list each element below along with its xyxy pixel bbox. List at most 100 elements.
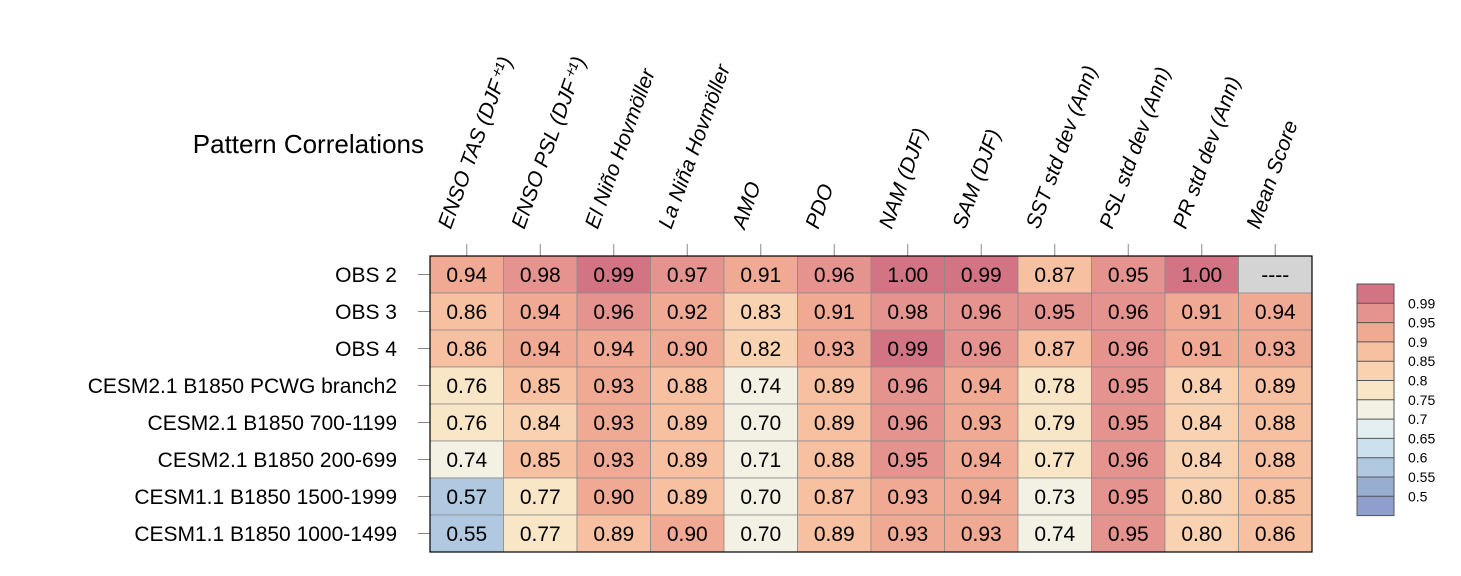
heatmap-cell bbox=[1164, 403, 1239, 442]
cell-value: 0.74 bbox=[446, 449, 487, 472]
column-labels: ENSO TAS (DJF⁺¹)ENSO PSL (DJF⁺¹)El Niño … bbox=[434, 54, 1303, 256]
cell-value: 0.89 bbox=[814, 375, 855, 398]
colorbar-swatch bbox=[1357, 399, 1394, 420]
cell-value: 0.86 bbox=[446, 338, 487, 361]
heatmap-cell bbox=[429, 292, 504, 331]
cell-value: 0.88 bbox=[667, 375, 708, 398]
heatmap-border bbox=[429, 255, 1313, 553]
heatmap-cell bbox=[1091, 366, 1166, 405]
cell-value: ---- bbox=[1261, 264, 1289, 287]
cell-value: 0.74 bbox=[740, 375, 781, 398]
heatmap-cell bbox=[1091, 329, 1166, 368]
colorbar-label: 0.85 bbox=[1408, 353, 1435, 369]
heatmap-cell bbox=[503, 477, 578, 516]
cell-value: 0.94 bbox=[520, 338, 561, 361]
colorbar-swatch bbox=[1357, 303, 1394, 323]
cell-value: 0.89 bbox=[1255, 375, 1296, 398]
colorbar-swatch bbox=[1357, 457, 1394, 477]
cell-value: 0.91 bbox=[1181, 338, 1222, 361]
cell-value: 0.74 bbox=[1034, 523, 1075, 546]
colorbar-swatch bbox=[1357, 419, 1394, 439]
heatmap-cell bbox=[429, 440, 504, 479]
cell-value: 0.89 bbox=[814, 523, 855, 546]
colorbar-swatch bbox=[1357, 380, 1394, 400]
cell-value: 0.73 bbox=[1034, 486, 1075, 509]
heatmap-cell bbox=[797, 292, 872, 331]
colorbar: 0.99 0.95 0.9 0.85 0.8 0.75 0.7 0.65 0.6 0.55 0.5 bbox=[1356, 283, 1435, 517]
cell-value: 0.91 bbox=[740, 264, 781, 287]
heatmap-cell bbox=[576, 440, 651, 479]
column-label: PSL std dev (Ann) bbox=[1095, 64, 1175, 232]
cell-value: 0.92 bbox=[667, 301, 708, 324]
heatmap-cell bbox=[797, 366, 872, 405]
cell-value: 0.99 bbox=[593, 264, 634, 287]
row-label: OBS 2 bbox=[335, 264, 397, 287]
heatmap-cell bbox=[1164, 440, 1239, 479]
cell-value: 0.96 bbox=[1108, 338, 1149, 361]
heatmap-cell bbox=[797, 329, 872, 368]
heatmap-cell bbox=[503, 403, 578, 442]
column-label: El Niño Hovmöller bbox=[581, 65, 660, 232]
cell-value: 0.93 bbox=[887, 523, 928, 546]
cell-value: 0.85 bbox=[520, 375, 561, 398]
column-label: Mean Score bbox=[1242, 117, 1302, 231]
cell-value: 0.94 bbox=[961, 486, 1002, 509]
heatmap-cell bbox=[1017, 477, 1092, 516]
heatmap-cell bbox=[944, 255, 1019, 294]
cell-value: 0.88 bbox=[814, 449, 855, 472]
cell-value: 0.94 bbox=[961, 449, 1002, 472]
cell-value: 0.89 bbox=[814, 412, 855, 435]
heatmap-cell bbox=[870, 440, 945, 479]
colorbar-swatch bbox=[1357, 361, 1394, 381]
heatmap-cell bbox=[1091, 403, 1166, 442]
colorbar-label: 0.55 bbox=[1408, 469, 1435, 485]
cell-value: 0.70 bbox=[740, 486, 781, 509]
row-label: CESM1.1 B1850 1500-1999 bbox=[134, 486, 397, 509]
heatmap-cell bbox=[576, 255, 651, 294]
heatmap-cell bbox=[576, 366, 651, 405]
row-label: CESM1.1 B1850 1000-1499 bbox=[134, 523, 397, 546]
cell-value: 0.93 bbox=[814, 338, 855, 361]
cell-value: 0.95 bbox=[1108, 375, 1149, 398]
heatmap-cell bbox=[650, 440, 725, 479]
cell-value: 0.82 bbox=[740, 338, 781, 361]
colorbar-label: 0.95 bbox=[1408, 315, 1435, 331]
heatmap-cell bbox=[503, 292, 578, 331]
heatmap-cells: 0.94 0.98 0.99 0.97 0.91 0.96 1.00 0.99 0.87 0.95… bbox=[429, 255, 1313, 553]
cell-value: 0.91 bbox=[1181, 301, 1222, 324]
cell-value: 0.77 bbox=[1034, 449, 1075, 472]
cell-value: 0.80 bbox=[1181, 486, 1222, 509]
colorbar-swatch bbox=[1357, 322, 1394, 342]
cell-value: 0.70 bbox=[740, 412, 781, 435]
cell-value: 0.79 bbox=[1034, 412, 1075, 435]
cell-value: 0.96 bbox=[814, 264, 855, 287]
column-label: PR std dev (Ann) bbox=[1169, 74, 1245, 232]
cell-value: 0.95 bbox=[1108, 523, 1149, 546]
colorbar-label: 0.6 bbox=[1408, 450, 1428, 466]
cell-value: 0.96 bbox=[961, 338, 1002, 361]
heatmap-cell bbox=[1238, 255, 1313, 294]
heatmap-cell bbox=[944, 440, 1019, 479]
cell-value: 0.85 bbox=[1255, 486, 1296, 509]
cell-value: 0.94 bbox=[520, 301, 561, 324]
cell-value: 0.87 bbox=[1034, 338, 1075, 361]
cell-value: 0.83 bbox=[740, 301, 781, 324]
cell-value: 0.76 bbox=[446, 412, 487, 435]
cell-value: 1.00 bbox=[1181, 264, 1222, 287]
heatmap-cell bbox=[1238, 329, 1313, 368]
heatmap-cell bbox=[723, 440, 798, 479]
heatmap-cell bbox=[944, 514, 1019, 553]
heatmap-cell bbox=[1017, 514, 1092, 553]
heatmap-cell bbox=[650, 292, 725, 331]
colorbar-swatch bbox=[1357, 496, 1394, 516]
colorbar-swatch bbox=[1357, 438, 1394, 458]
cell-value: 0.90 bbox=[593, 486, 634, 509]
heatmap-cell bbox=[429, 403, 504, 442]
cell-value: 0.93 bbox=[961, 523, 1002, 546]
heatmap-cell bbox=[944, 292, 1019, 331]
cell-value: 0.89 bbox=[667, 486, 708, 509]
cell-value: 0.76 bbox=[446, 375, 487, 398]
cell-value: 0.93 bbox=[961, 412, 1002, 435]
heatmap-cell bbox=[1091, 514, 1166, 553]
